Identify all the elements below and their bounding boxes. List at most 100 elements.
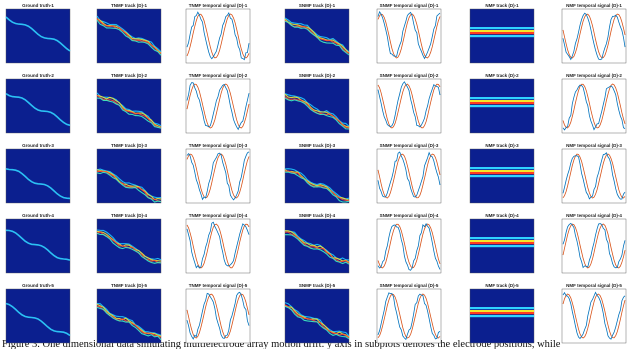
panel-title: SNMF track (D)-1 (299, 3, 336, 8)
curve (377, 292, 441, 341)
curve (377, 153, 441, 199)
panel (469, 148, 535, 204)
streak (96, 302, 162, 336)
panel-title: SNMF temporal signal (D)-4 (380, 213, 439, 218)
panel-title: TNMF temporal signal (D)-5 (189, 283, 248, 288)
streak (96, 230, 162, 262)
curve (377, 13, 441, 59)
panel-title: TNMF temporal signal (D)-4 (189, 213, 248, 218)
panel (185, 218, 251, 274)
plot-bg (376, 78, 442, 134)
panel-title: NMF temporal signal (D)-1 (566, 3, 622, 8)
panel-title: SNMF track (D)-4 (299, 213, 336, 218)
heatmap-bg (5, 148, 71, 204)
band (470, 175, 534, 178)
band (470, 307, 534, 310)
streak (284, 97, 350, 130)
panel (284, 8, 350, 64)
heatmap-bg (5, 218, 71, 274)
panel (185, 78, 251, 134)
panel-title: NMF temporal signal (D)-3 (566, 143, 622, 148)
panel (185, 148, 251, 204)
plot-bg (561, 218, 627, 274)
curve (377, 81, 441, 128)
streak (96, 18, 162, 55)
panel (96, 148, 162, 204)
streak (285, 230, 350, 263)
curve (562, 223, 626, 269)
panel-title: NMF temporal signal (D)-4 (566, 213, 622, 218)
heatmap-bg (5, 288, 71, 344)
panel-title: NMF track (D)-4 (485, 213, 519, 218)
plot-bg (561, 78, 627, 134)
panel-title: Ground truth-2 (22, 73, 54, 78)
panel-title: TNMF temporal signal (D)-2 (189, 73, 248, 78)
panel-title: TNMF temporal signal (D)-1 (189, 3, 248, 8)
band (470, 97, 534, 100)
streak (285, 234, 350, 265)
curve (562, 13, 626, 59)
curve (562, 12, 626, 61)
curve (562, 83, 626, 129)
panel (376, 288, 442, 344)
streak (5, 229, 71, 261)
panel (185, 8, 251, 64)
panel-title: SNMF temporal signal (D)-2 (380, 73, 439, 78)
streak (96, 306, 162, 341)
band (470, 105, 534, 108)
curve (377, 293, 441, 339)
panel (561, 218, 627, 274)
panel (5, 148, 71, 204)
curve (377, 10, 441, 60)
curve (377, 151, 441, 198)
panel-title: TNMF track (D)-4 (111, 213, 147, 218)
caption: Figure 3. One dimensional data simulatin… (2, 339, 561, 349)
panel (469, 288, 535, 344)
curve (562, 153, 626, 199)
heatmap-bg (284, 78, 350, 134)
band (470, 35, 534, 38)
streak (284, 305, 350, 340)
plot-bg (185, 218, 251, 274)
panel (284, 78, 350, 134)
streak (284, 93, 350, 127)
panel (5, 288, 71, 344)
band (470, 240, 534, 243)
plot-bg (376, 218, 442, 274)
panel-title: SNMF temporal signal (D)-5 (380, 283, 439, 288)
streak (96, 95, 162, 128)
band (470, 102, 534, 105)
panel (561, 288, 627, 344)
band (470, 315, 534, 318)
plot-bg (376, 148, 442, 204)
panel (96, 288, 162, 344)
heatmap-bg (284, 148, 350, 204)
curve (377, 223, 441, 269)
panel-title: TNMF temporal signal (D)-3 (189, 143, 248, 148)
panel-title: NMF temporal signal (D)-2 (566, 73, 622, 78)
panel (561, 78, 627, 134)
heatmap-bg (5, 78, 71, 134)
streak (284, 20, 350, 56)
panel (284, 218, 350, 274)
heatmap-bg (96, 288, 162, 344)
heatmap-bg (96, 218, 162, 274)
panel (376, 8, 442, 64)
heatmap-bg (284, 218, 350, 274)
panel-title: SNMF temporal signal (D)-3 (380, 143, 439, 148)
panel-title: NMF track (D)-2 (485, 73, 519, 78)
panel (561, 148, 627, 204)
heatmap-bg (96, 148, 162, 204)
band (470, 242, 534, 245)
panel-title: NMF track (D)-3 (485, 143, 519, 148)
plot-bg (561, 148, 627, 204)
band (470, 167, 534, 170)
panel-title: SNMF temporal signal (D)-1 (380, 3, 439, 8)
streak (5, 168, 71, 200)
curve (186, 293, 250, 339)
panel-title: Ground truth-4 (22, 213, 54, 218)
streak (96, 169, 162, 201)
panel (376, 148, 442, 204)
streak (284, 171, 350, 203)
panel-title: Ground truth-5 (22, 283, 54, 288)
